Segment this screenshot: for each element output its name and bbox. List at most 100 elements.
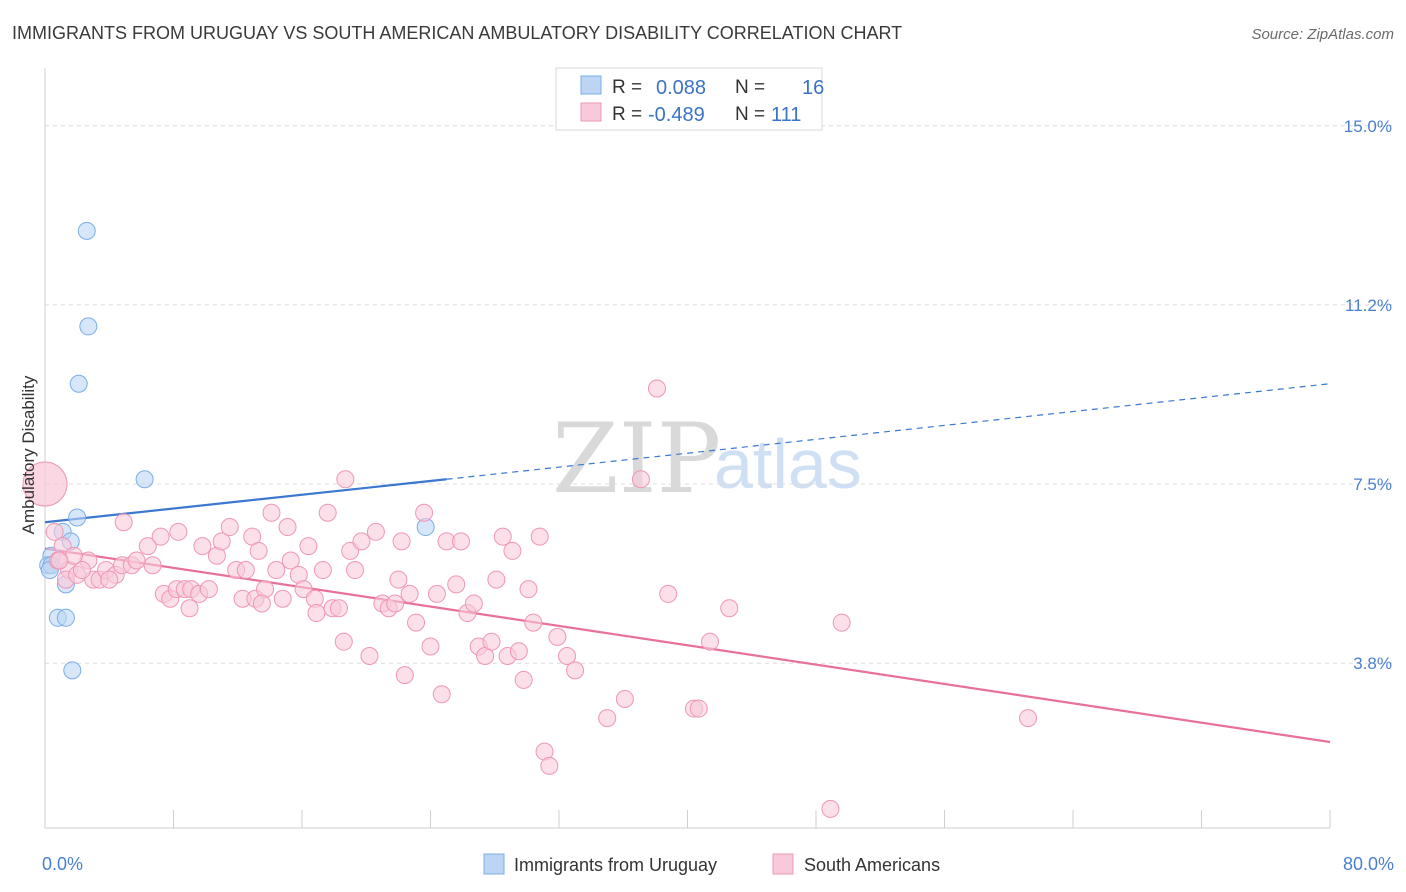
point-series-1-94 (631, 470, 650, 489)
point-series-1-72 (452, 532, 471, 551)
point-series-1-71 (447, 575, 466, 594)
y-axis-label: Ambulatory Disability (19, 375, 38, 534)
point-series-0-0 (77, 221, 96, 240)
point-series-1-29 (212, 532, 231, 551)
point-series-1-51 (334, 632, 353, 651)
point-series-1-60 (386, 594, 405, 613)
point-series-0-13 (56, 608, 75, 627)
point-series-0-2 (69, 374, 88, 393)
y-tick-label-2: 7.5% (1353, 475, 1392, 494)
point-series-1-82 (509, 642, 528, 661)
point-series-1-1 (45, 522, 64, 541)
data-points (22, 221, 1038, 818)
point-series-1-68 (427, 584, 446, 603)
point-series-1-103 (1019, 709, 1038, 728)
trend-line-1 (44, 547, 1331, 744)
point-series-1-61 (389, 570, 408, 589)
point-series-1-66 (415, 503, 434, 522)
stats-n-label-south-americans: N = (735, 104, 765, 125)
point-series-1-56 (360, 647, 379, 666)
point-series-1-36 (249, 541, 268, 560)
chart-title: IMMIGRANTS FROM URUGUAY VS SOUTH AMERICA… (12, 23, 902, 43)
point-series-1-17 (138, 537, 157, 556)
point-series-1-48 (318, 503, 337, 522)
point-series-0-3 (135, 470, 154, 489)
point-series-1-55 (336, 470, 355, 489)
point-series-1-63 (395, 666, 414, 685)
x-tick-label-0: 0.0% (42, 854, 83, 874)
legend-swatch-uruguay (483, 853, 505, 875)
stats-legend-swatch-south-americans (580, 102, 602, 122)
point-series-1-107 (193, 537, 212, 556)
point-series-0-1 (79, 317, 98, 336)
point-series-1-98 (689, 699, 708, 718)
point-series-1-104 (72, 561, 91, 580)
point-series-1-110 (50, 551, 69, 570)
point-series-1-83 (514, 670, 533, 689)
point-series-1-53 (346, 561, 365, 580)
point-series-1-45 (299, 537, 318, 556)
point-series-1-42 (281, 551, 300, 570)
point-series-1-40 (273, 589, 292, 608)
point-series-1-26 (180, 599, 199, 618)
point-series-1-96 (659, 584, 678, 603)
stats-legend-swatch-uruguay (580, 75, 602, 95)
series-legend: Immigrants from Uruguay South Americans (483, 853, 940, 875)
point-series-1-90 (558, 647, 577, 666)
point-series-1-38 (262, 503, 281, 522)
chart-source: Source: ZipAtlas.com (1251, 26, 1394, 43)
point-series-1-74 (464, 594, 483, 613)
point-series-1-102 (832, 613, 851, 632)
point-series-1-16 (114, 513, 133, 532)
legend-label-uruguay: Immigrants from Uruguay (514, 855, 717, 875)
y-tick-label-0: 15.0% (1344, 117, 1392, 136)
point-series-1-67 (421, 637, 440, 656)
axes (44, 68, 1331, 829)
trend-extension-0 (446, 383, 1331, 480)
trend-line-0 (44, 478, 447, 524)
point-series-1-27 (199, 580, 218, 599)
point-series-1-50 (329, 599, 348, 618)
point-series-1-19 (169, 522, 188, 541)
point-series-0-4 (68, 508, 87, 527)
point-series-0-14 (63, 661, 82, 680)
point-series-1-95 (647, 379, 666, 398)
point-series-1-100 (720, 599, 739, 618)
point-series-1-15 (143, 556, 162, 575)
point-series-1-108 (252, 594, 271, 613)
stats-legend: R = 0.088 N = 16 R = -0.489 N = 111 (555, 67, 824, 131)
point-series-1-101 (821, 799, 840, 818)
x-tick-label-1: 80.0% (1343, 854, 1394, 874)
point-series-1-91 (566, 661, 585, 680)
point-series-1-39 (267, 561, 286, 580)
point-series-1-57 (366, 522, 385, 541)
point-series-1-41 (278, 518, 297, 537)
point-series-1-65 (407, 613, 426, 632)
point-series-1-77 (482, 632, 501, 651)
point-series-1-81 (503, 541, 522, 560)
point-series-1-69 (432, 685, 451, 704)
point-series-1-33 (236, 561, 255, 580)
point-series-1-79 (493, 527, 512, 546)
y-tick-label-3: 3.8% (1353, 654, 1392, 673)
trend-lines (44, 383, 1331, 744)
point-series-1-30 (220, 518, 239, 537)
stats-n-label-uruguay: N = (735, 77, 765, 98)
y-tick-labels: 15.0% 11.2% 7.5% 3.8% (1344, 117, 1392, 673)
point-series-1-62 (392, 532, 411, 551)
point-series-1-109 (307, 604, 326, 623)
point-series-1-86 (530, 527, 549, 546)
stats-r-value-south-americans: -0.489 (648, 104, 705, 126)
point-series-1-0 (22, 461, 68, 507)
point-series-1-47 (313, 561, 332, 580)
point-series-1-78 (487, 570, 506, 589)
stats-n-value-south-americans: 111 (771, 104, 801, 126)
grid-lines (45, 125, 1392, 664)
point-series-1-88 (540, 756, 559, 775)
y-tick-label-1: 11.2% (1345, 296, 1392, 315)
point-series-1-84 (519, 580, 538, 599)
stats-r-label-uruguay: R = (612, 77, 642, 98)
stats-n-value-uruguay: 16 (802, 77, 824, 99)
point-series-1-93 (615, 690, 634, 709)
